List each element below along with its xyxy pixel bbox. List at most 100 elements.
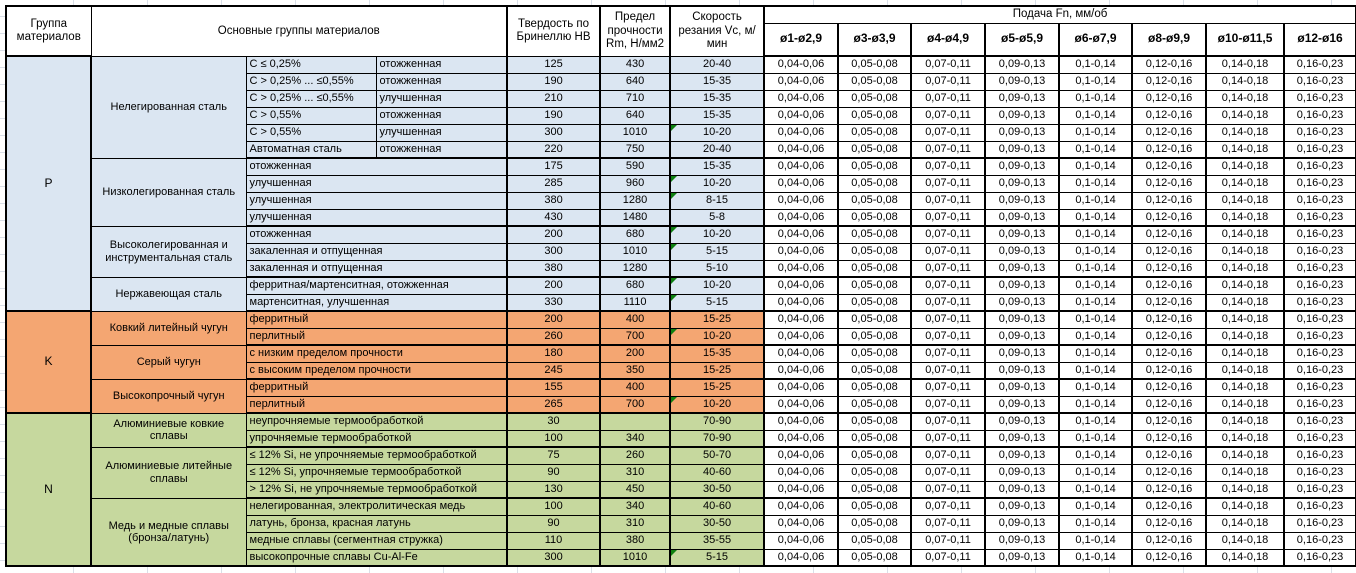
feed-cell[interactable]: 0,09-0,13 — [984, 55, 1061, 74]
feed-cell[interactable]: 0,16-0,23 — [1283, 72, 1356, 91]
feed-diameter-header[interactable]: ø4-ø4,9 — [910, 22, 987, 57]
feed-cell[interactable]: 0,16-0,23 — [1283, 497, 1356, 516]
feed-cell[interactable]: 0,07-0,11 — [910, 463, 987, 482]
feed-cell[interactable]: 0,1-0,14 — [1058, 361, 1134, 380]
subgroup-name-cell[interactable]: Серый чугун — [90, 344, 247, 380]
feed-cell[interactable]: 0,14-0,18 — [1205, 310, 1286, 329]
feed-cell[interactable]: 0,05-0,08 — [837, 327, 913, 346]
strength-cell[interactable]: 1280 — [599, 191, 672, 210]
feed-cell[interactable]: 0,04-0,06 — [763, 548, 840, 567]
feed-cell[interactable]: 0,16-0,23 — [1283, 514, 1356, 533]
feed-cell[interactable]: 0,14-0,18 — [1205, 276, 1286, 295]
hardness-cell[interactable]: 300 — [506, 242, 602, 261]
feed-cell[interactable]: 0,09-0,13 — [984, 72, 1061, 91]
strength-cell[interactable]: 400 — [599, 378, 672, 397]
header-cutting-speed[interactable]: Скорость резания Vc, м/мин — [669, 5, 766, 57]
subgroup-name-cell[interactable]: Нелегированная сталь — [90, 55, 247, 159]
feed-cell[interactable]: 0,05-0,08 — [837, 242, 913, 261]
feed-cell[interactable]: 0,04-0,06 — [763, 531, 840, 550]
feed-cell[interactable]: 0,04-0,06 — [763, 242, 840, 261]
feed-cell[interactable]: 0,1-0,14 — [1058, 378, 1134, 397]
header-material-group[interactable]: Группа материалов — [5, 5, 92, 57]
feed-cell[interactable]: 0,1-0,14 — [1058, 157, 1134, 176]
feed-cell[interactable]: 0,09-0,13 — [984, 157, 1061, 176]
feed-cell[interactable]: 0,04-0,06 — [763, 463, 840, 482]
hardness-cell[interactable]: 75 — [506, 446, 602, 465]
feed-cell[interactable]: 0,04-0,06 — [763, 327, 840, 346]
feed-cell[interactable]: 0,12-0,16 — [1131, 72, 1208, 91]
feed-cell[interactable]: 0,1-0,14 — [1058, 531, 1134, 550]
feed-cell[interactable]: 0,04-0,06 — [763, 412, 840, 431]
feed-cell[interactable]: 0,04-0,06 — [763, 446, 840, 465]
group-code-cell[interactable]: P — [5, 55, 92, 312]
subgroup-name-cell[interactable]: Ковкий литейный чугун — [90, 310, 247, 346]
material-label-cell[interactable]: ≤ 12% Si, не упрочняемые термообработкой — [245, 446, 508, 465]
feed-cell[interactable]: 0,14-0,18 — [1205, 225, 1286, 244]
material-label-cell[interactable]: C > 0,55% — [245, 123, 377, 142]
feed-cell[interactable]: 0,16-0,23 — [1283, 208, 1356, 227]
feed-cell[interactable]: 0,04-0,06 — [763, 174, 840, 193]
hardness-cell[interactable]: 180 — [506, 344, 602, 363]
feed-cell[interactable]: 0,1-0,14 — [1058, 395, 1134, 414]
feed-cell[interactable]: 0,05-0,08 — [837, 548, 913, 567]
speed-cell[interactable]: 15-35 — [669, 344, 766, 363]
feed-cell[interactable]: 0,07-0,11 — [910, 310, 987, 329]
feed-cell[interactable]: 0,09-0,13 — [984, 429, 1061, 448]
speed-cell[interactable]: 10-20 — [669, 327, 766, 346]
feed-cell[interactable]: 0,12-0,16 — [1131, 480, 1208, 499]
feed-cell[interactable]: 0,12-0,16 — [1131, 123, 1208, 142]
feed-diameter-header[interactable]: ø5-ø5,9 — [984, 22, 1061, 57]
strength-cell[interactable]: 710 — [599, 89, 672, 108]
feed-cell[interactable]: 0,04-0,06 — [763, 191, 840, 210]
hardness-cell[interactable]: 200 — [506, 310, 602, 329]
feed-cell[interactable]: 0,05-0,08 — [837, 429, 913, 448]
hardness-cell[interactable]: 100 — [506, 429, 602, 448]
speed-cell[interactable]: 8-15 — [669, 191, 766, 210]
strength-cell[interactable]: 260 — [599, 446, 672, 465]
speed-cell[interactable]: 5-8 — [669, 208, 766, 227]
subgroup-name-cell[interactable]: Высокопрочный чугун — [90, 378, 247, 414]
speed-cell[interactable]: 70-90 — [669, 429, 766, 448]
feed-cell[interactable]: 0,16-0,23 — [1283, 429, 1356, 448]
hardness-cell[interactable]: 100 — [506, 497, 602, 516]
feed-cell[interactable]: 0,05-0,08 — [837, 225, 913, 244]
speed-cell[interactable]: 40-60 — [669, 463, 766, 482]
feed-cell[interactable]: 0,09-0,13 — [984, 412, 1061, 431]
feed-cell[interactable]: 0,14-0,18 — [1205, 361, 1286, 380]
feed-cell[interactable]: 0,07-0,11 — [910, 174, 987, 193]
material-state-cell[interactable]: отожженная — [375, 140, 508, 159]
strength-cell[interactable]: 310 — [599, 514, 672, 533]
feed-cell[interactable]: 0,07-0,11 — [910, 242, 987, 261]
feed-cell[interactable]: 0,07-0,11 — [910, 531, 987, 550]
feed-cell[interactable]: 0,1-0,14 — [1058, 174, 1134, 193]
feed-cell[interactable]: 0,12-0,16 — [1131, 259, 1208, 278]
material-label-cell[interactable]: улучшенная — [245, 191, 508, 210]
feed-cell[interactable]: 0,16-0,23 — [1283, 327, 1356, 346]
material-label-cell[interactable]: отожженная — [245, 157, 508, 176]
material-label-cell[interactable]: улучшенная — [245, 174, 508, 193]
feed-diameter-header[interactable]: ø6-ø7,9 — [1058, 22, 1134, 57]
feed-cell[interactable]: 0,1-0,14 — [1058, 327, 1134, 346]
feed-cell[interactable]: 0,05-0,08 — [837, 106, 913, 125]
feed-cell[interactable]: 0,14-0,18 — [1205, 259, 1286, 278]
feed-diameter-header[interactable]: ø10-ø11,5 — [1205, 22, 1286, 57]
feed-cell[interactable]: 0,07-0,11 — [910, 327, 987, 346]
feed-cell[interactable]: 0,12-0,16 — [1131, 276, 1208, 295]
material-label-cell[interactable]: > 12% Si, не упрочняемые термообработкой — [245, 480, 508, 499]
feed-cell[interactable]: 0,12-0,16 — [1131, 191, 1208, 210]
strength-cell[interactable]: 700 — [599, 395, 672, 414]
feed-cell[interactable]: 0,16-0,23 — [1283, 293, 1356, 312]
material-label-cell[interactable]: неупрочняемые термообработкой — [245, 412, 508, 431]
material-label-cell[interactable]: закаленная и отпущенная — [245, 259, 508, 278]
feed-cell[interactable]: 0,07-0,11 — [910, 497, 987, 516]
feed-cell[interactable]: 0,16-0,23 — [1283, 106, 1356, 125]
feed-cell[interactable]: 0,1-0,14 — [1058, 480, 1134, 499]
feed-cell[interactable]: 0,04-0,06 — [763, 310, 840, 329]
subgroup-name-cell[interactable]: Высоколегированная и инструментальная ст… — [90, 225, 247, 278]
speed-cell[interactable]: 70-90 — [669, 412, 766, 431]
feed-cell[interactable]: 0,1-0,14 — [1058, 514, 1134, 533]
feed-cell[interactable]: 0,05-0,08 — [837, 55, 913, 74]
strength-cell[interactable]: 640 — [599, 106, 672, 125]
strength-cell[interactable]: 1010 — [599, 242, 672, 261]
feed-cell[interactable]: 0,12-0,16 — [1131, 106, 1208, 125]
